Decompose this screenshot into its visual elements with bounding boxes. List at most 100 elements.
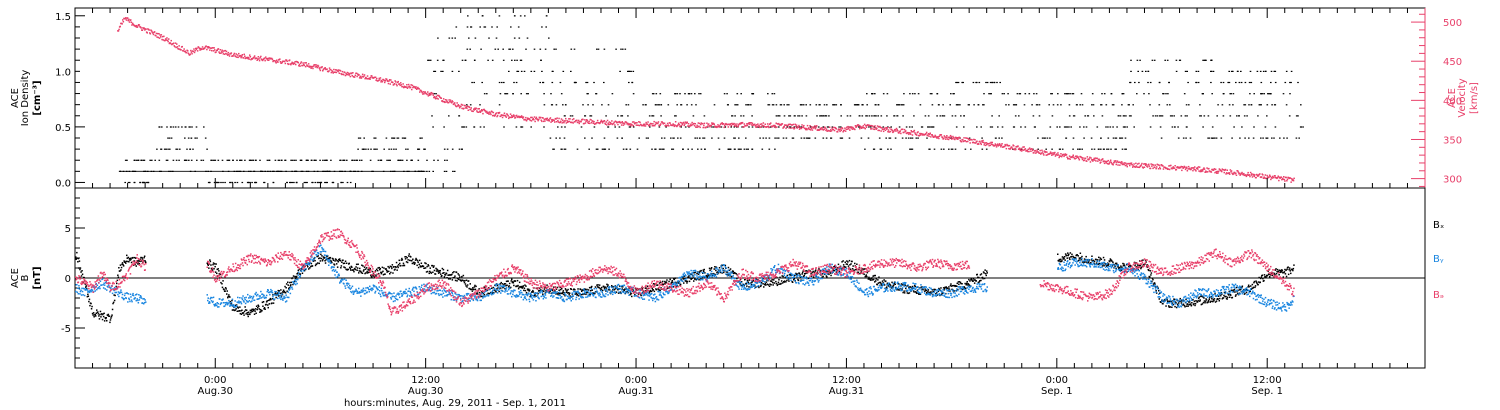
- b-point: [340, 265, 343, 267]
- density-point: [517, 26, 520, 28]
- b-point: [881, 280, 884, 282]
- b-point: [258, 305, 260, 308]
- density-point: [391, 137, 393, 139]
- density-point: [1080, 93, 1083, 95]
- velocity-point: [847, 125, 849, 128]
- density-point: [539, 81, 541, 84]
- b-point: [269, 299, 271, 301]
- b-point: [280, 295, 283, 297]
- velocity-point: [488, 111, 491, 113]
- b-point: [278, 295, 280, 297]
- velocity-point: [652, 123, 654, 125]
- density-point: [513, 37, 516, 39]
- density-point: [805, 137, 808, 139]
- velocity-point: [669, 122, 671, 124]
- velocity-point: [620, 124, 623, 126]
- b-point: [285, 283, 288, 285]
- density-point: [742, 115, 745, 117]
- density-point: [1270, 93, 1272, 95]
- b-point: [424, 262, 426, 264]
- density-point: [1283, 137, 1285, 139]
- density-point: [788, 126, 791, 128]
- velocity-point: [125, 17, 127, 19]
- b-point: [330, 260, 332, 262]
- b-point: [98, 318, 101, 320]
- b-point: [469, 283, 471, 285]
- b-point: [95, 315, 97, 317]
- velocity-point: [851, 126, 853, 128]
- b-point: [232, 309, 235, 311]
- velocity-point: [635, 124, 638, 126]
- velocity-point: [582, 118, 584, 121]
- b-point: [696, 272, 699, 275]
- velocity-point: [1055, 153, 1058, 155]
- velocity-point: [479, 110, 481, 112]
- velocity-point: [1095, 160, 1097, 162]
- velocity-point: [851, 128, 854, 130]
- density-point: [221, 159, 224, 161]
- velocity-point: [987, 143, 990, 145]
- velocity-point: [1214, 168, 1217, 171]
- velocity-point: [464, 104, 466, 107]
- b-point: [513, 284, 515, 287]
- velocity-point: [832, 128, 835, 131]
- b-point: [287, 284, 289, 286]
- b-point: [747, 280, 749, 282]
- velocity-point: [854, 125, 857, 127]
- velocity-point: [141, 29, 144, 31]
- velocity-point: [815, 126, 817, 128]
- velocity-point: [255, 57, 258, 59]
- density-point: [873, 148, 876, 150]
- density-point: [1169, 104, 1171, 106]
- b-point: [544, 286, 546, 289]
- velocity-point: [622, 122, 624, 124]
- density-point: [143, 159, 146, 161]
- density-point: [451, 70, 454, 72]
- velocity-point: [973, 142, 976, 144]
- b-point: [425, 262, 427, 265]
- density-point: [688, 93, 690, 95]
- density-point: [824, 115, 827, 117]
- velocity-point: [396, 84, 398, 87]
- b-point: [143, 255, 146, 257]
- density-point: [1282, 93, 1285, 95]
- density-point: [231, 181, 233, 184]
- b-point: [615, 287, 617, 289]
- b-point: [842, 264, 845, 266]
- b-point: [405, 256, 407, 258]
- density-point: [466, 26, 469, 28]
- velocity-point: [507, 115, 509, 117]
- velocity-point: [1119, 164, 1121, 166]
- density-point: [312, 181, 314, 184]
- density-point: [833, 104, 836, 106]
- density-point: [911, 148, 914, 150]
- density-point: [452, 170, 454, 172]
- b-point: [442, 272, 444, 274]
- velocity-point: [771, 125, 774, 128]
- density-point: [305, 159, 308, 161]
- density-point: [1227, 81, 1229, 84]
- velocity-point: [696, 124, 698, 127]
- b-point: [830, 274, 832, 277]
- density-point: [1286, 137, 1288, 139]
- velocity-point: [609, 121, 612, 124]
- velocity-point: [985, 142, 987, 144]
- density-point: [896, 104, 898, 106]
- density-point: [351, 159, 353, 161]
- density-point: [1260, 137, 1262, 139]
- velocity-point: [698, 125, 700, 127]
- velocity-point: [415, 86, 417, 88]
- b-point: [557, 292, 560, 294]
- velocity-point: [1004, 143, 1006, 146]
- b-point: [399, 262, 401, 265]
- velocity-point: [910, 130, 912, 132]
- density-point: [1207, 137, 1209, 139]
- b-point: [688, 280, 691, 283]
- density-point: [690, 104, 693, 106]
- velocity-point: [722, 123, 725, 125]
- density-point: [454, 37, 456, 39]
- density-point: [588, 148, 590, 150]
- b-point: [483, 294, 486, 296]
- velocity-point: [461, 104, 464, 106]
- b-point: [527, 288, 530, 290]
